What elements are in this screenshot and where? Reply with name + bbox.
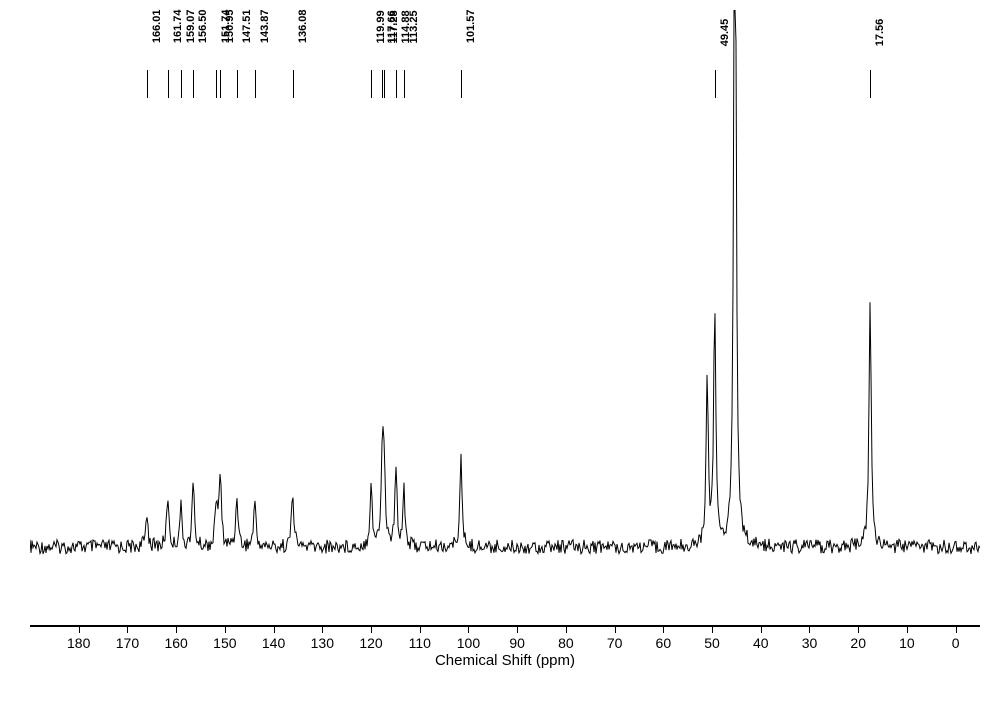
x-tick-label: 100 (457, 635, 480, 651)
x-tick (79, 625, 80, 633)
x-tick (176, 625, 177, 633)
x-tick-label: 10 (899, 635, 915, 651)
x-tick (858, 625, 859, 633)
peak-label-tick (181, 70, 182, 98)
plot-area (30, 10, 980, 600)
peak-label-tick (220, 70, 221, 98)
x-tick (712, 625, 713, 633)
x-tick (566, 625, 567, 633)
peak-label: 159.07 (185, 10, 197, 44)
x-tick (225, 625, 226, 633)
peak-label-tick (255, 70, 256, 98)
peak-label-tick (371, 70, 372, 98)
x-tick (371, 625, 372, 633)
x-tick-label: 60 (656, 635, 672, 651)
x-tick (907, 625, 908, 633)
peak-label: 161.74 (172, 10, 184, 44)
peak-label-tick (168, 70, 169, 98)
x-tick (420, 625, 421, 633)
x-tick (809, 625, 810, 633)
x-tick-label: 140 (262, 635, 285, 651)
peak-label: 136.08 (297, 10, 309, 44)
peak-label: 150.95 (224, 10, 236, 44)
peak-label-tick (870, 70, 871, 98)
x-tick-label: 30 (802, 635, 818, 651)
x-tick (956, 625, 957, 633)
peak-label: 49.45 (719, 19, 731, 47)
peak-label: 117.28 (388, 10, 400, 43)
peak-label-tick (404, 70, 405, 98)
x-tick (615, 625, 616, 633)
x-tick-label: 90 (509, 635, 525, 651)
x-tick-label: 180 (67, 635, 90, 651)
x-tick (517, 625, 518, 633)
x-tick-label: 40 (753, 635, 769, 651)
x-tick-label: 70 (607, 635, 623, 651)
x-tick-label: 0 (952, 635, 960, 651)
peak-label: 101.57 (465, 10, 477, 44)
x-tick-label: 20 (850, 635, 866, 651)
x-tick (663, 625, 664, 633)
peak-label-tick (384, 70, 385, 98)
peak-label-tick (715, 70, 716, 98)
peak-label-tick (216, 70, 217, 98)
x-axis (30, 625, 980, 627)
x-tick-label: 120 (359, 635, 382, 651)
peak-label-tick (293, 70, 294, 98)
peak-label-tick (147, 70, 148, 98)
x-tick (127, 625, 128, 633)
peak-label: 166.01 (151, 10, 163, 44)
peak-label-tick (237, 70, 238, 98)
peak-label-tick (193, 70, 194, 98)
x-axis-title: Chemical Shift (ppm) (30, 652, 980, 669)
x-tick-label: 170 (116, 635, 139, 651)
peak-label: 113.25 (408, 10, 420, 43)
x-tick (468, 625, 469, 633)
x-tick-label: 160 (164, 635, 187, 651)
x-tick-label: 110 (409, 635, 431, 651)
peak-label: 156.50 (197, 10, 209, 44)
x-tick-label: 150 (213, 635, 236, 651)
x-tick (761, 625, 762, 633)
x-tick-label: 130 (311, 635, 334, 651)
x-tick-label: 50 (704, 635, 720, 651)
x-tick-label: 80 (558, 635, 574, 651)
spectrum-line (30, 10, 980, 600)
peak-label: 143.87 (259, 10, 271, 44)
peak-label-tick (461, 70, 462, 98)
x-tick (322, 625, 323, 633)
spectrum-path (30, 10, 980, 554)
peak-label: 17.56 (874, 19, 886, 47)
x-tick (274, 625, 275, 633)
nmr-spectrum-figure: 166.01161.74159.07156.50151.74150.95147.… (0, 0, 1000, 702)
peak-label: 147.51 (241, 10, 253, 44)
peak-label-tick (382, 70, 383, 98)
peak-label-tick (396, 70, 397, 98)
